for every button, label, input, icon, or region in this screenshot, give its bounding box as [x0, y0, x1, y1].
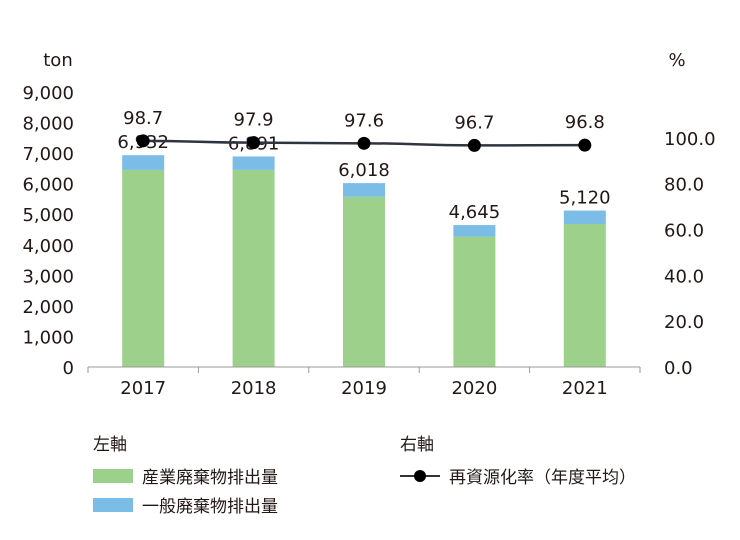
right-axis: 0.0 20.0 40.0 60.0 80.0 100.0: [664, 129, 716, 379]
legend-label-general: 一般廃棄物排出量: [142, 497, 278, 517]
bar-general: [343, 183, 385, 197]
left-tick-label: 9,000: [22, 83, 74, 104]
left-tick-label: 8,000: [22, 114, 74, 135]
left-tick-label: 4,000: [22, 236, 74, 257]
left-axis: 0 1,000 2,000 3,000 4,000 5,000 6,000 7,000 8,00…: [22, 83, 74, 379]
legend-left: 左軸 産業廃棄物排出量 一般廃棄物排出量: [93, 430, 278, 519]
rate-point: [247, 136, 261, 150]
rate-label: 96.8: [565, 112, 605, 133]
legend-left-title: 左軸: [93, 435, 127, 455]
legend-label-industrial: 産業廃棄物排出量: [142, 468, 278, 488]
rate-point: [467, 138, 481, 152]
legend-right: 右軸 再資源化率（年度平均）: [400, 430, 636, 490]
bar-general: [122, 155, 165, 170]
left-tick-label: 5,000: [22, 205, 74, 226]
right-tick-label: 20.0: [664, 312, 704, 333]
bar-total-label: 4,645: [449, 202, 501, 223]
legend-right-title: 右軸: [400, 435, 434, 455]
bar-industrial: [343, 196, 385, 367]
bar-general: [563, 210, 606, 224]
legend-item-rate: 再資源化率（年度平均）: [400, 461, 636, 490]
bar-general: [453, 225, 496, 237]
x-tick-label: 2018: [231, 378, 277, 399]
rate-point: [136, 134, 150, 148]
bar-total-label: 6,018: [338, 160, 390, 181]
x-tick-label: 2017: [120, 378, 166, 399]
left-tick-label: 3,000: [22, 266, 74, 287]
left-axis-unit: ton: [43, 50, 72, 71]
left-tick-label: 2,000: [22, 297, 74, 318]
rate-label: 97.9: [234, 110, 274, 131]
x-tick-label: 2021: [562, 378, 608, 399]
legend-item-industrial: 産業廃棄物排出量: [93, 461, 278, 490]
left-tick-label: 6,000: [22, 175, 74, 196]
x-axis: 2017 2018 2019 2020 2021: [87, 367, 641, 399]
right-tick-label: 40.0: [664, 266, 704, 287]
right-tick-label: 0.0: [664, 358, 693, 379]
rate-point: [578, 138, 592, 152]
bar-general: [232, 156, 275, 170]
bar-industrial: [563, 224, 606, 367]
x-tick-label: 2020: [451, 378, 497, 399]
left-tick-label: 7,000: [22, 144, 74, 165]
legend-swatch-rate: [400, 469, 440, 483]
rate-label: 98.7: [123, 108, 163, 129]
rate-label: 96.7: [454, 112, 494, 133]
right-axis-unit: %: [668, 50, 685, 71]
legend-swatch-industrial: [93, 468, 133, 483]
rate-label: 97.6: [344, 110, 384, 131]
legend-item-general: 一般廃棄物排出量: [93, 490, 278, 519]
right-tick-label: 80.0: [664, 175, 704, 196]
bar-industrial: [232, 169, 275, 367]
x-tick-label: 2019: [341, 378, 387, 399]
right-tick-label: 60.0: [664, 221, 704, 242]
left-tick-label: 1,000: [22, 327, 74, 348]
bar-industrial: [122, 169, 165, 367]
rate-point: [357, 136, 371, 150]
bar-industrial: [453, 236, 496, 367]
legend-label-rate: 再資源化率（年度平均）: [449, 468, 636, 488]
left-tick-label: 0: [63, 358, 74, 379]
line-series: 98.7 97.9 97.6 96.7 96.8: [123, 108, 605, 152]
right-tick-label: 100.0: [664, 129, 716, 150]
bar-total-label: 5,120: [559, 188, 611, 209]
legend-swatch-general: [93, 497, 133, 512]
